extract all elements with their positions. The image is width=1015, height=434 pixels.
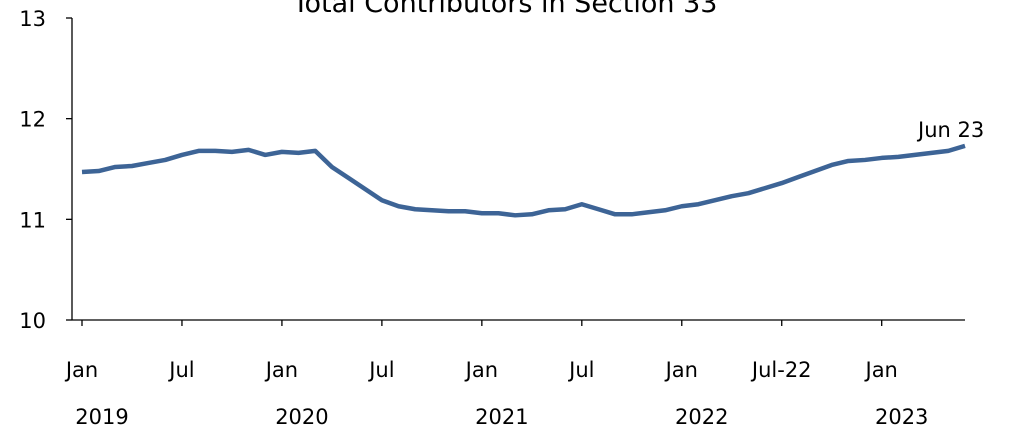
y-tick-label: 13 (19, 7, 46, 31)
x-year-label: 2019 (75, 405, 128, 429)
chart-title: Total Contributors in Section 33 (292, 0, 718, 19)
x-tick-label: Jul (167, 358, 194, 382)
x-tick-label: Jan (464, 358, 498, 382)
x-tick-label: Jul (567, 358, 594, 382)
x-tick-label: Jan (64, 358, 98, 382)
x-year-label: 2023 (875, 405, 928, 429)
x-year-label: 2021 (475, 405, 528, 429)
y-tick-label: 10 (19, 309, 46, 333)
x-year-label: 2020 (275, 405, 328, 429)
line (81, 143, 966, 218)
x-tick-label: Jan (264, 358, 298, 382)
y-tick-label: 12 (19, 108, 46, 132)
x-tick-label: Jan (864, 358, 898, 382)
x-year-label: 2022 (675, 405, 728, 429)
x-tick-label: Jul (367, 358, 394, 382)
x-tick-label: Jan (664, 358, 698, 382)
x-tick-label: Jul-22 (750, 358, 812, 382)
annotation: Jun 23 (916, 118, 984, 142)
y-tick-label: 11 (19, 208, 46, 232)
